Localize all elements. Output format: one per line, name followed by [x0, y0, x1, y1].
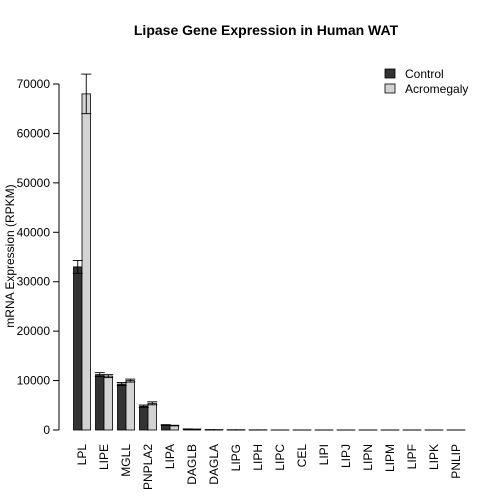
bars-group — [73, 93, 465, 431]
legend-swatch-control — [384, 68, 396, 79]
x-tick-label-lipi: LIPI — [317, 444, 331, 465]
y-tick-label: 60000 — [17, 126, 51, 140]
x-tick-label-lipa: LIPA — [163, 444, 177, 469]
legend: Control Acromegaly — [384, 67, 468, 96]
legend-swatch-acromegaly — [384, 83, 396, 94]
y-tick-label: 10000 — [17, 374, 51, 388]
x-tick-label-lipe: LIPE — [97, 444, 111, 470]
x-tick-label-daglb: DAGLB — [185, 444, 199, 485]
y-tick-label: 40000 — [17, 225, 51, 239]
bar-acromegaly-lpl — [81, 93, 91, 431]
x-tick-label-lipg: LIPG — [229, 444, 243, 471]
error-bars-group — [72, 73, 466, 431]
bar-control-lipe — [95, 374, 105, 431]
y-tick-label: 20000 — [17, 324, 51, 338]
x-tick-label-lipc: LIPC — [273, 444, 287, 471]
y-axis-ticks: 0 10000 20000 30000 40000 50000 60000 70000 — [17, 77, 59, 437]
x-tick-label-lipn: LIPN — [361, 444, 375, 471]
bar-control-lpl — [73, 266, 83, 431]
bar-acromegaly-pnpla2 — [147, 402, 157, 431]
x-tick-label-liph: LIPH — [251, 444, 265, 471]
x-tick-label-lipm: LIPM — [383, 444, 397, 472]
y-tick-label: 50000 — [17, 176, 51, 190]
bar-control-pnpla2 — [139, 405, 149, 431]
y-tick-label: 70000 — [17, 77, 51, 91]
x-tick-label-lipf: LIPF — [405, 444, 419, 469]
x-tick-label-dagla: DAGLA — [207, 444, 221, 485]
x-tick-label-pnlip: PNLIP — [449, 444, 463, 479]
x-axis-labels: LPL LIPE MGLL PNPLA2 LIPA DAGLB DAGLA LIPG LIPH L… — [75, 444, 463, 490]
x-tick-label-mgll: MGLL — [119, 444, 133, 477]
y-tick-label: 30000 — [17, 275, 51, 289]
bar-control-mgll — [117, 383, 127, 431]
y-tick-label: 0 — [43, 423, 50, 437]
x-tick-label-pnpla2: PNPLA2 — [141, 444, 155, 490]
bar-acromegaly-lipe — [103, 375, 113, 431]
legend-label-control: Control — [405, 67, 444, 81]
x-tick-label-lipj: LIPJ — [339, 444, 353, 468]
x-tick-label-lpl: LPL — [75, 444, 89, 466]
bar-acromegaly-mgll — [125, 380, 135, 431]
x-tick-label-lipk: LIPK — [427, 444, 441, 470]
y-axis-label: mRNA Expression (RPKM) — [3, 184, 17, 327]
chart-title: Lipase Gene Expression in Human WAT — [134, 22, 399, 38]
x-tick-label-cel: CEL — [295, 444, 309, 468]
legend-label-acromegaly: Acromegaly — [405, 82, 468, 96]
